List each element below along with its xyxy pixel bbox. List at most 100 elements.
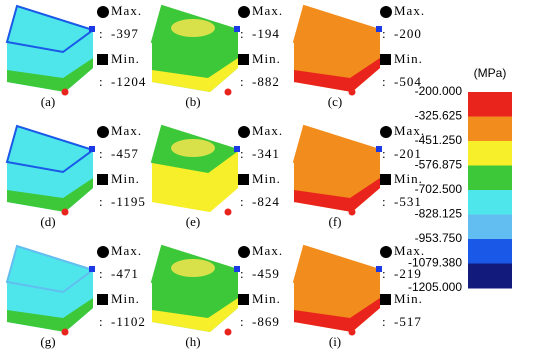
min-symbol <box>380 294 391 305</box>
max-value: -471 <box>111 266 139 281</box>
min-value: -1195 <box>111 194 146 209</box>
max-value: -397 <box>111 26 139 41</box>
min-marker <box>224 328 232 336</box>
max-value: -341 <box>252 146 280 161</box>
colon: : <box>99 266 103 281</box>
panel: Max.: -459 Min.: -869 (h) <box>150 243 283 349</box>
hot-zone <box>171 259 215 277</box>
max-value: -201 <box>394 146 422 161</box>
colorbar-tick-label: -325.625 <box>415 109 463 123</box>
min-label: Min. <box>252 291 281 306</box>
max-symbol <box>97 6 109 18</box>
max-label: Max. <box>394 243 425 258</box>
colorbar-tick-label: -702.500 <box>415 182 463 196</box>
colon: : <box>240 74 244 89</box>
panel: Max.: -397 Min.: -1204 (a) <box>5 3 146 109</box>
colon: : <box>99 146 103 161</box>
panel: Max.: -201 Min.: -531 (f) <box>292 123 425 229</box>
min-symbol <box>97 174 108 185</box>
max-marker <box>89 26 95 32</box>
max-symbol <box>380 126 392 138</box>
colorbar-band <box>468 190 512 215</box>
panel-label: (g) <box>40 334 55 349</box>
hot-zone <box>171 19 215 37</box>
bottom-band <box>7 178 93 212</box>
colorbar-band <box>468 92 512 117</box>
colorbar-tick-label: -200.000 <box>415 84 463 98</box>
colon: : <box>99 314 103 329</box>
colorbar-unit: (MPa) <box>474 66 507 80</box>
panel-label: (d) <box>40 214 55 229</box>
panel-label: (b) <box>185 94 200 109</box>
min-symbol <box>97 294 108 305</box>
bottom-band <box>294 58 380 92</box>
min-label: Min. <box>111 51 140 66</box>
colorbar: (MPa) -200.000 -325.625 -451.250 -576.875 -70… <box>408 66 512 294</box>
min-label: Min. <box>252 171 281 186</box>
min-value: -824 <box>252 194 280 209</box>
panel-label: (i) <box>329 334 341 349</box>
max-symbol <box>97 246 109 258</box>
min-symbol <box>380 54 391 65</box>
min-marker <box>61 88 69 96</box>
bottom-band <box>152 58 238 92</box>
max-marker <box>376 146 382 152</box>
max-label: Max. <box>252 243 283 258</box>
colon: : <box>382 26 386 41</box>
colon: : <box>240 146 244 161</box>
panel: Max.: -219 Min.: -517 (i) <box>292 243 425 349</box>
bottom-band <box>7 58 93 92</box>
min-symbol <box>238 174 249 185</box>
max-label: Max. <box>394 123 425 138</box>
panel-label: (e) <box>186 214 200 229</box>
max-label: Max. <box>252 3 283 18</box>
panel: Max.: -200 Min.: -504 (c) <box>292 3 424 109</box>
max-value: -219 <box>394 266 422 281</box>
min-marker <box>61 208 69 216</box>
min-label: Min. <box>394 51 423 66</box>
bottom-band <box>294 298 380 332</box>
min-symbol <box>238 294 249 305</box>
max-marker <box>234 146 240 152</box>
min-value: -869 <box>252 314 280 329</box>
colon: : <box>240 194 244 209</box>
hot-zone <box>171 139 215 157</box>
colon: : <box>240 266 244 281</box>
colon: : <box>382 266 386 281</box>
min-value: -517 <box>394 314 422 329</box>
max-marker <box>234 266 240 272</box>
min-value: -1204 <box>111 74 146 89</box>
max-symbol <box>380 6 392 18</box>
min-label: Min. <box>111 171 140 186</box>
bottom-band <box>294 178 380 212</box>
colorbar-band <box>468 116 512 142</box>
colorbar-band <box>468 263 512 289</box>
colorbar-band <box>468 141 512 166</box>
min-value: -531 <box>394 194 422 209</box>
bottom-band <box>152 178 238 212</box>
colon: : <box>99 194 103 209</box>
min-marker <box>61 328 69 336</box>
bottom-band <box>152 298 238 332</box>
panel-label: (c) <box>328 94 342 109</box>
min-label: Min. <box>394 291 423 306</box>
min-marker <box>224 88 232 96</box>
bottom-band <box>7 298 93 332</box>
min-marker <box>348 88 356 96</box>
colon: : <box>382 146 386 161</box>
max-symbol <box>238 126 250 138</box>
max-marker <box>89 266 95 272</box>
colon: : <box>382 74 386 89</box>
colorbar-tick-label: -828.125 <box>415 207 463 221</box>
panel-label: (a) <box>41 94 55 109</box>
colon: : <box>240 314 244 329</box>
min-marker <box>348 208 356 216</box>
min-value: -1102 <box>111 314 146 329</box>
colorbar-band <box>468 214 512 240</box>
min-label: Min. <box>111 291 140 306</box>
colon: : <box>99 26 103 41</box>
min-symbol <box>97 54 108 65</box>
panel: Max.: -341 Min.: -824 (e) <box>150 123 282 229</box>
min-symbol <box>238 54 249 65</box>
